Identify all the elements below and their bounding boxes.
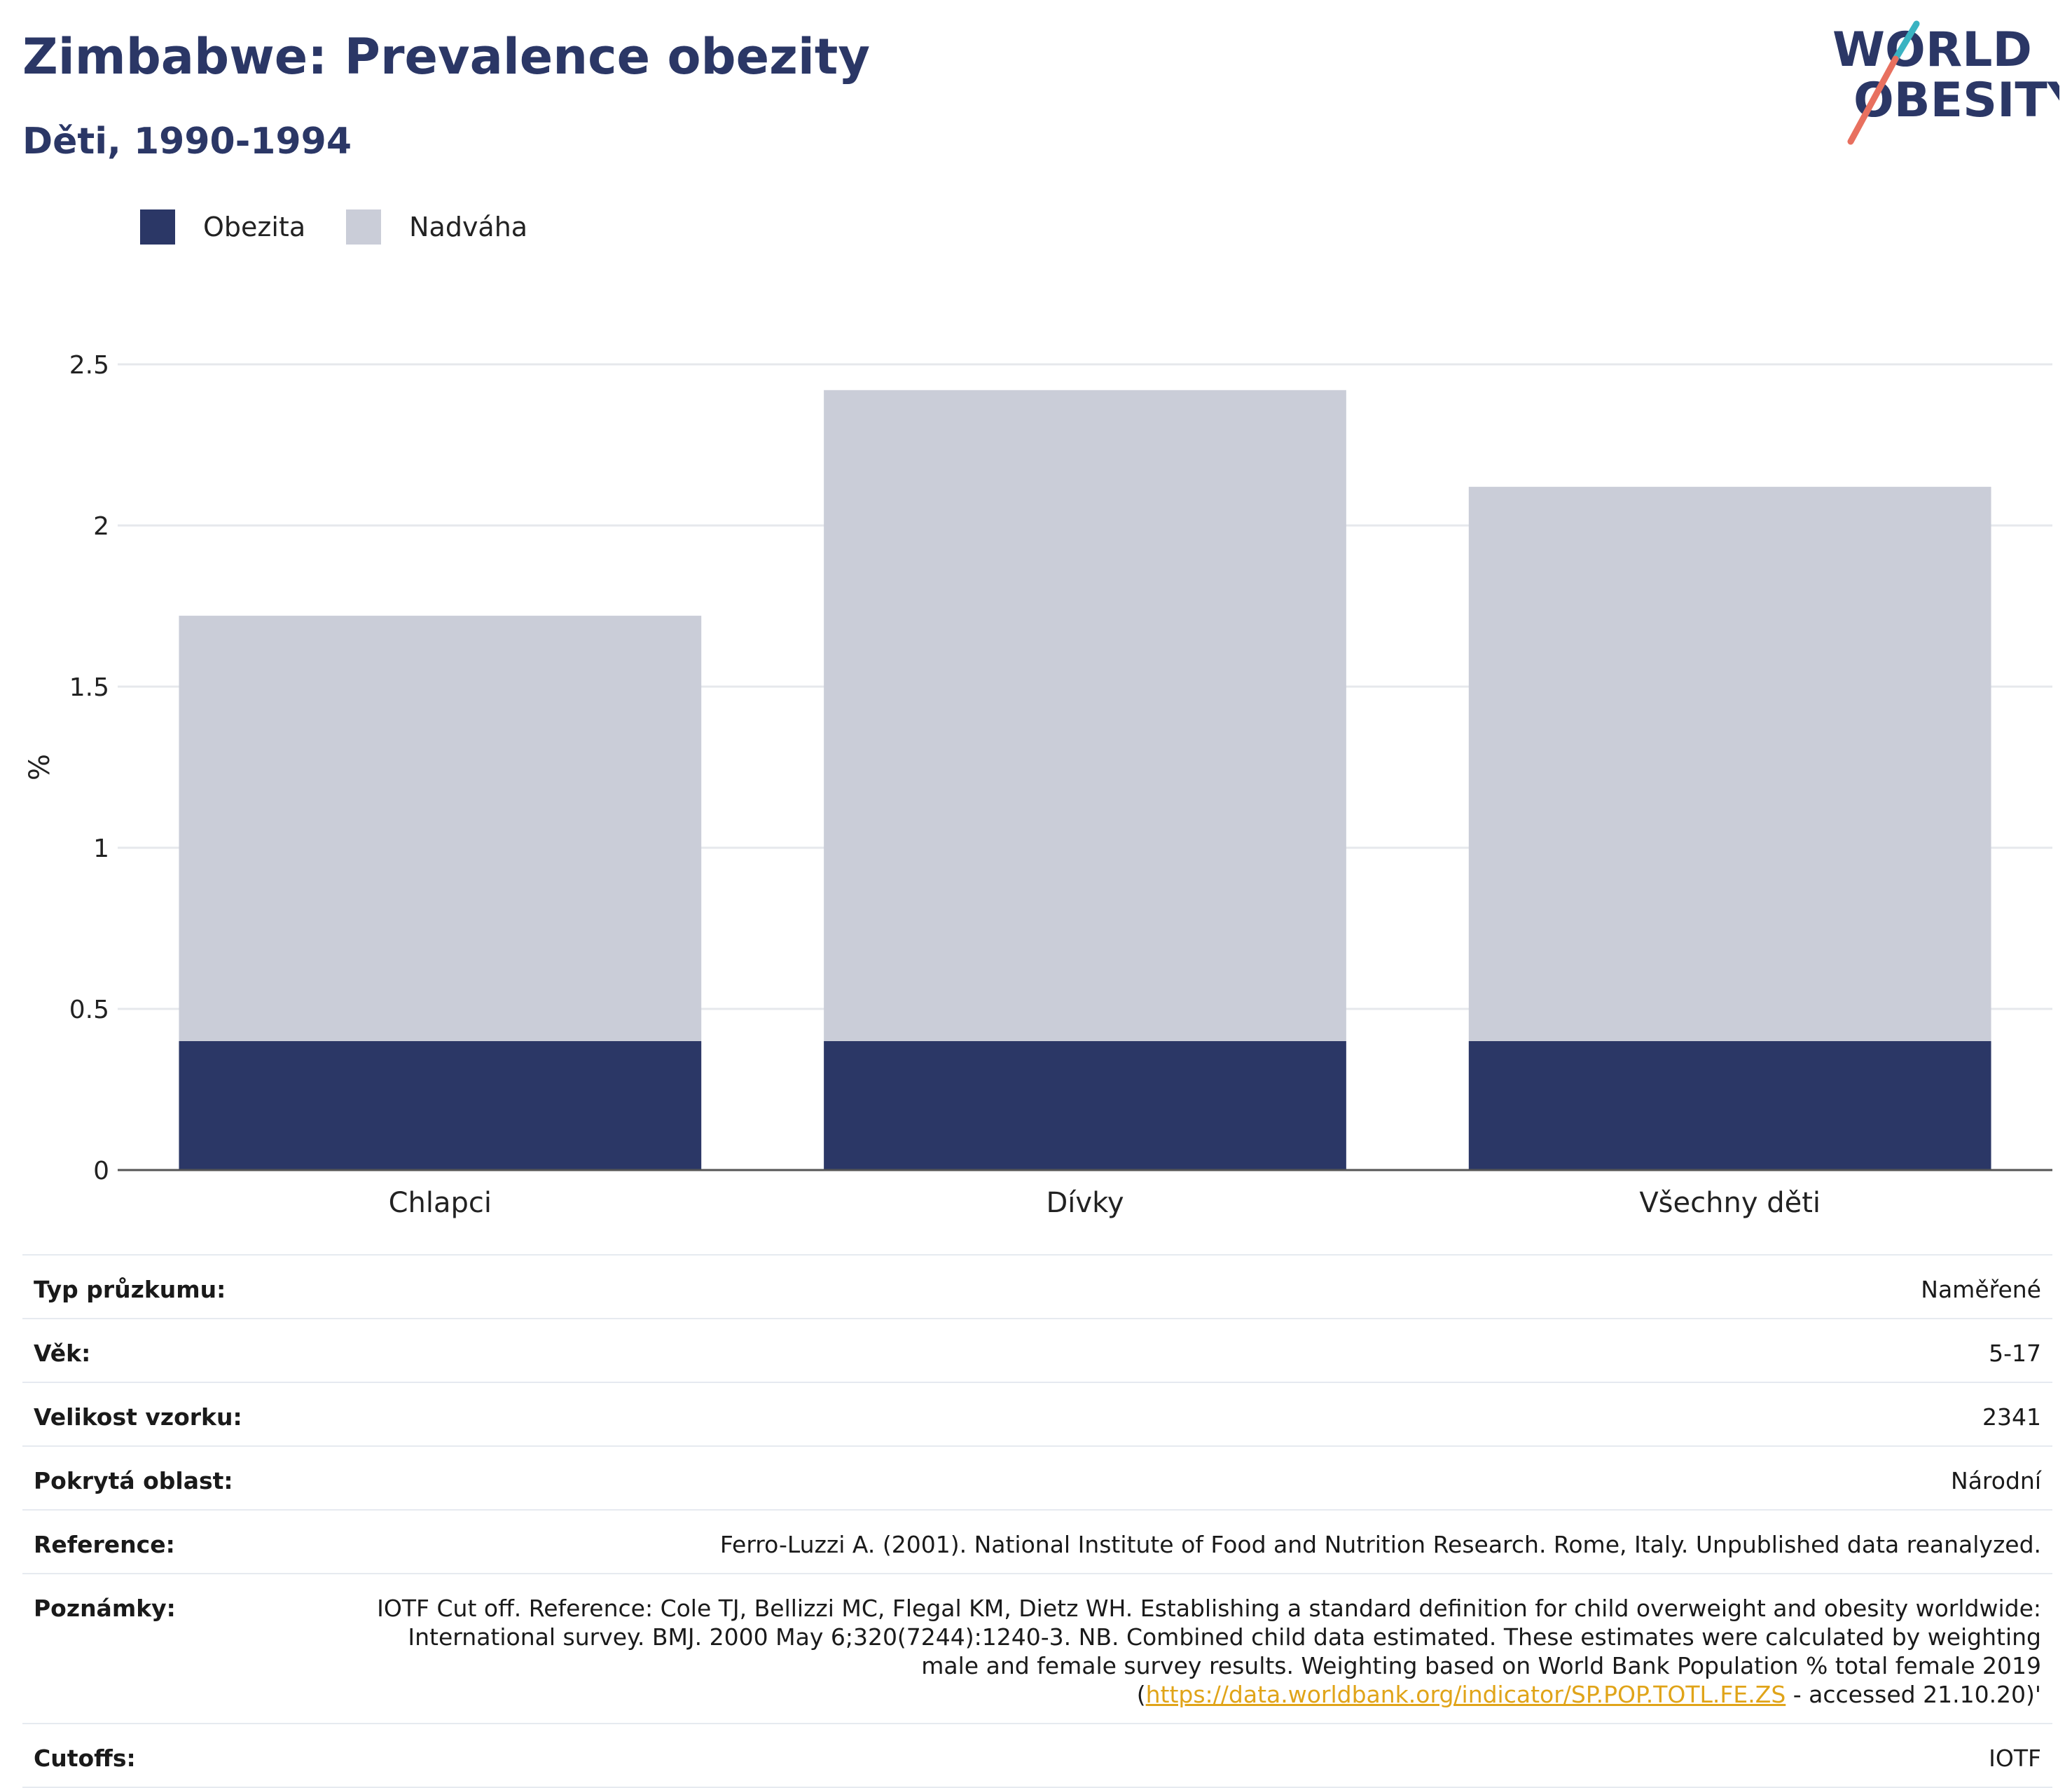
survey-info-table: Typ průzkumu: Naměřené Věk: 5-17 Velikos…	[22, 1254, 2052, 1788]
row-label: Poznámky:	[22, 1574, 339, 1724]
x-tick-label: Všechny děti	[1639, 1187, 1821, 1219]
row-label: Reference:	[22, 1510, 339, 1574]
legend-swatch-obesity	[140, 209, 175, 245]
row-label: Typ průzkumu:	[22, 1254, 339, 1319]
row-value-notes: IOTF Cut off. Reference: Cole TJ, Belliz…	[339, 1574, 2052, 1724]
y-tick-label: 1	[93, 834, 109, 863]
notes-text: IOTF Cut off. Reference: Cole TJ, Belliz…	[377, 1595, 2041, 1708]
logo-text-obesity: OBESITY	[1853, 73, 2059, 128]
legend-swatch-overweight	[346, 209, 382, 245]
table-row: Reference: Ferro-Luzzi A. (2001). Nation…	[22, 1510, 2052, 1574]
y-tick-label: 0.5	[69, 996, 109, 1024]
table-row: Typ průzkumu: Naměřené	[22, 1254, 2052, 1319]
stacked-bar-chart: 0 0.5 1 1.5 2 2.5% Chlapci Dívky Všechny děti	[24, 351, 2052, 1219]
row-value: 5-17	[339, 1319, 2052, 1383]
worldbank-link[interactable]: https://data.worldbank.org/indicator/SP.…	[1145, 1681, 1786, 1708]
row-label: Cutoffs:	[22, 1724, 339, 1788]
legend-item-obesity[interactable]: Obezita	[140, 209, 305, 245]
row-label: Velikost vzorku:	[22, 1382, 339, 1447]
row-value: Národní	[339, 1446, 2052, 1511]
table-row: Cutoffs: IOTF	[22, 1724, 2052, 1788]
notes-suffix: - accessed 21.10.20)'	[1786, 1681, 2041, 1708]
x-tick-label: Chlapci	[389, 1187, 492, 1219]
world-obesity-logo: WORLD OBESITY	[1832, 20, 2059, 145]
chart-title: Zimbabwe: Prevalence obezity	[22, 28, 870, 85]
logo-slash-coral	[1847, 55, 1899, 145]
y-tick-label: 1.5	[69, 673, 109, 702]
row-value: Naměřené	[339, 1254, 2052, 1319]
table-row: Velikost vzorku: 2341	[22, 1382, 2052, 1447]
y-tick-label: 2	[93, 512, 109, 541]
x-tick-label: Dívky	[1047, 1187, 1124, 1219]
row-label: Věk:	[22, 1319, 339, 1383]
row-value: IOTF	[339, 1724, 2052, 1788]
logo-slash-teal	[1892, 20, 1920, 62]
legend-label-overweight: Nadváha	[409, 212, 528, 242]
table-row: Pokrytá oblast: Národní	[22, 1446, 2052, 1511]
logo-text-world: WORLD	[1832, 22, 2032, 78]
chart-legend: Obezita Nadváha	[140, 207, 568, 247]
y-tick-label: 2.5	[69, 351, 109, 380]
bar-segment-obesity	[824, 1041, 1346, 1170]
bar-segment-obesity	[1468, 1041, 1991, 1170]
chart-subtitle: Děti, 1990-1994	[22, 121, 352, 163]
bar-segment-overweight	[1468, 486, 1991, 1041]
row-label: Pokrytá oblast:	[22, 1446, 339, 1511]
legend-item-overweight[interactable]: Nadváha	[346, 209, 527, 245]
y-tick-label: 0	[93, 1157, 109, 1185]
table-row: Poznámky: IOTF Cut off. Reference: Cole …	[22, 1574, 2052, 1724]
bar-segment-obesity	[179, 1041, 702, 1170]
bar-segment-overweight	[824, 390, 1346, 1041]
y-axis-title: %	[24, 754, 56, 780]
bar-segment-overweight	[179, 615, 702, 1041]
row-value: Ferro-Luzzi A. (2001). National Institut…	[339, 1510, 2052, 1574]
legend-label-obesity: Obezita	[203, 212, 306, 242]
row-value: 2341	[339, 1382, 2052, 1447]
table-row: Věk: 5-17	[22, 1319, 2052, 1383]
